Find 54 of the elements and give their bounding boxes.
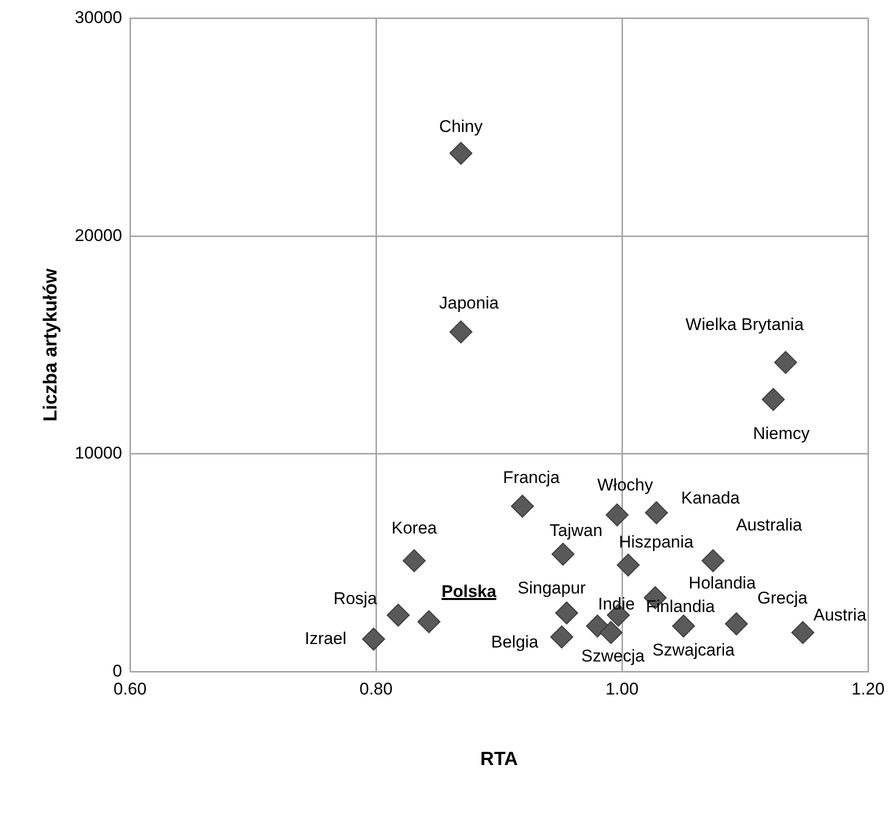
point [762, 388, 785, 411]
annotation: Kanada [681, 488, 740, 508]
point [616, 554, 640, 577]
point [791, 621, 814, 644]
annotation: Włochy [597, 476, 654, 495]
point [362, 628, 386, 651]
y-tick-label: 10000 [74, 444, 122, 463]
point [402, 549, 426, 572]
annotation: Tajwan [550, 520, 602, 540]
point [606, 503, 629, 526]
annotation: Korea [391, 518, 438, 538]
annotation: Belgia [491, 632, 539, 652]
annotation: Niemcy [752, 424, 810, 444]
point [599, 621, 622, 644]
y-tick-label: 0 [112, 661, 122, 680]
annotation: Francja [503, 468, 560, 487]
x-tick-label: 0.60 [114, 680, 147, 699]
x-tick-label: 1.20 [851, 680, 885, 699]
annotation: Finlandia [646, 596, 716, 616]
point [449, 142, 472, 165]
point [702, 549, 725, 572]
point [510, 494, 534, 518]
x-axis-title: RTA [480, 748, 518, 770]
x-tick-label: 0.80 [360, 680, 393, 699]
point [386, 604, 410, 627]
annotation: Wielka Brytania [686, 315, 804, 334]
annotation: Australia [736, 515, 803, 534]
point [644, 501, 668, 524]
annotation: Austria [813, 605, 867, 624]
point [774, 350, 798, 374]
annotation: Singapur [518, 578, 586, 598]
annotation: Szwajcaria [652, 640, 736, 660]
annotation: Rosja [333, 588, 378, 608]
x-tick-label: 1.00 [605, 680, 639, 699]
y-tick-label: 20000 [74, 226, 122, 245]
annotation: Indie [598, 594, 635, 614]
y-tick-label: 30000 [74, 8, 122, 27]
point [586, 614, 609, 638]
annotation: Hiszpania [618, 532, 694, 552]
annotation: Grecja [757, 588, 808, 608]
point [449, 320, 472, 344]
y-axis-title: Liczba artykułów [40, 268, 62, 422]
annotation: Izrael [304, 628, 346, 648]
point [417, 610, 440, 634]
annotation: Szwecja [581, 646, 646, 666]
annotation: Holandia [688, 573, 756, 592]
annotation: Japonia [439, 294, 500, 313]
point [550, 625, 574, 648]
annotation: Polska [442, 582, 496, 602]
point [724, 612, 748, 636]
annotation: Chiny [439, 116, 484, 136]
point [555, 601, 578, 624]
point [672, 614, 696, 638]
point [551, 542, 574, 566]
